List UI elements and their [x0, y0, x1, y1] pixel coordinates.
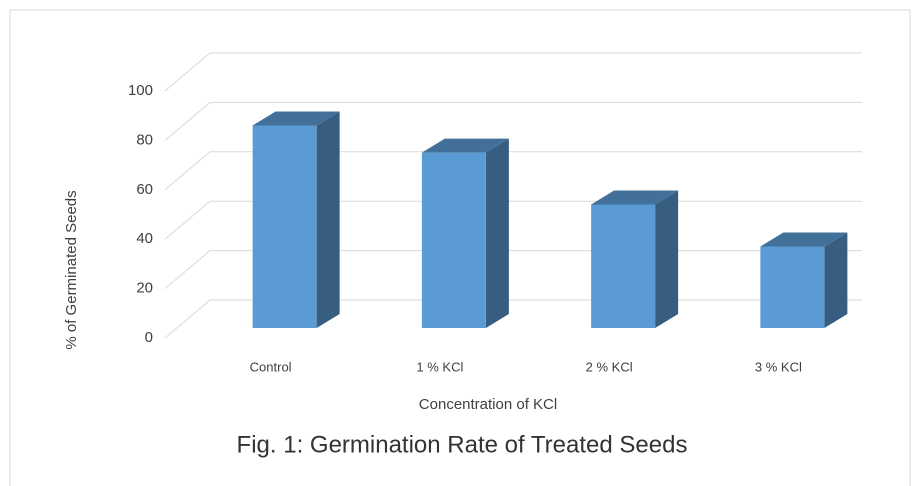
bar: [760, 232, 848, 328]
y-tick-label: 20: [136, 280, 153, 297]
grid-line: [164, 52, 862, 92]
bar: [252, 111, 340, 329]
bar: [421, 138, 509, 328]
bar-top: [591, 190, 679, 205]
x-tick-label: 1 % KCl: [416, 359, 463, 374]
bar-front: [760, 246, 825, 328]
bar-side: [316, 111, 340, 329]
bar-top: [760, 232, 848, 247]
bar-side: [655, 190, 679, 328]
x-tick-label: 2 % KCl: [586, 359, 633, 374]
bar-front: [421, 152, 486, 328]
bar-side: [485, 138, 509, 328]
bar: [591, 190, 679, 328]
y-axis-title: % of Germinated Seeds: [63, 190, 80, 349]
x-axis-title: Concentration of KCl: [419, 396, 557, 413]
bar-front: [252, 125, 317, 329]
x-tick-label: 3 % KCl: [755, 359, 802, 374]
y-tick-label: 100: [128, 82, 153, 99]
chart-title: Fig. 1: Germination Rate of Treated Seed…: [237, 431, 688, 458]
bar-side: [824, 232, 848, 328]
grid-line: [164, 151, 862, 191]
grid-line: [164, 101, 862, 141]
y-tick-label: 40: [136, 230, 153, 247]
y-tick-label: 80: [136, 131, 153, 148]
bar-top: [252, 111, 340, 126]
y-tick-label: 60: [136, 181, 153, 198]
bar-top: [421, 138, 509, 153]
x-tick-label: Control: [250, 359, 292, 374]
y-tick-label: 0: [145, 329, 153, 346]
bar-front: [591, 204, 656, 328]
